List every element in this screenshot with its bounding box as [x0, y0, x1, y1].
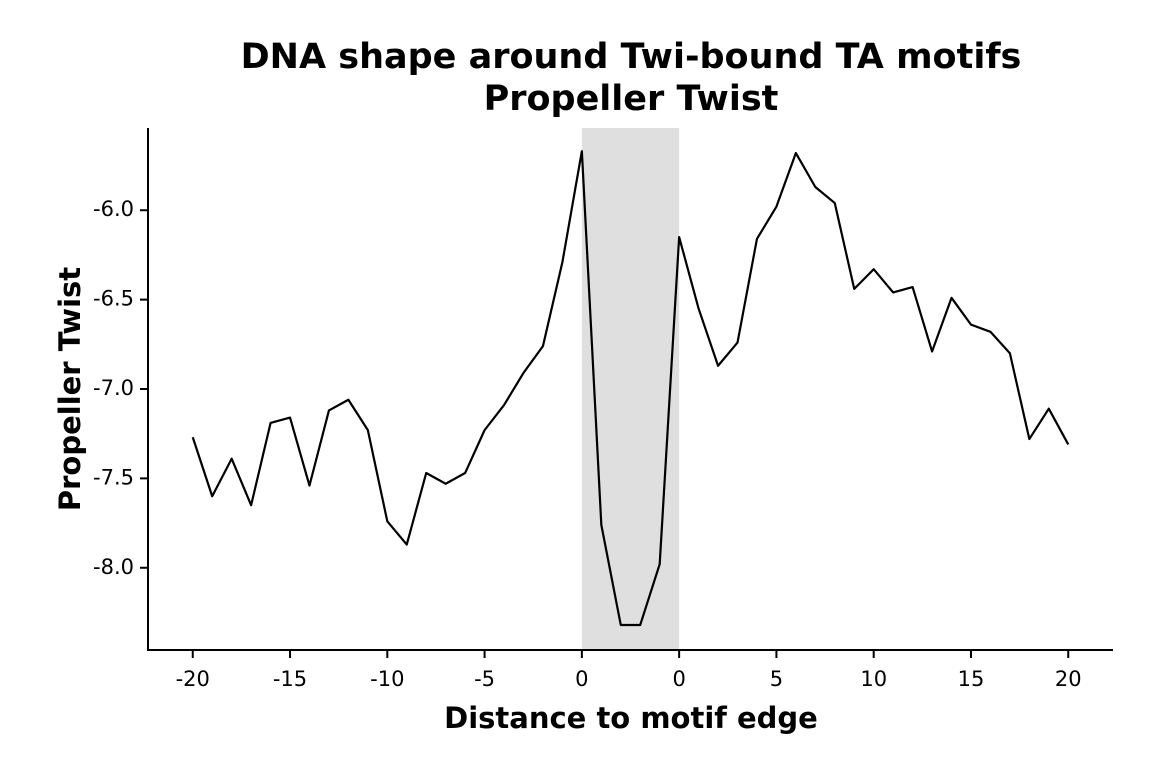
- x-axis-label: Distance to motif edge: [444, 701, 818, 735]
- x-tick-label: -15: [273, 667, 307, 691]
- y-tick-label: -8.0: [93, 555, 134, 579]
- chart-title: Propeller Twist: [484, 79, 779, 119]
- x-tick-label: -10: [370, 667, 404, 691]
- x-tick-label: 10: [860, 667, 887, 691]
- chart-title: DNA shape around Twi-bound TA motifs: [241, 37, 1022, 77]
- y-tick-label: -6.5: [93, 287, 134, 311]
- y-axis-label: Propeller Twist: [53, 267, 87, 511]
- x-tick-label: 15: [958, 667, 985, 691]
- y-tick-label: -7.0: [93, 376, 134, 400]
- x-tick-label: -5: [474, 667, 495, 691]
- x-tick-label: 5: [770, 667, 783, 691]
- data-line: [191, 150, 1070, 627]
- x-tick-label: 0: [575, 667, 588, 691]
- y-tick-label: -6.0: [93, 197, 134, 221]
- motif-shade: [581, 128, 680, 650]
- x-tick-label: 0: [672, 667, 685, 691]
- x-tick-label: -20: [176, 667, 210, 691]
- y-tick-label: -7.5: [93, 465, 134, 489]
- x-tick-label: 20: [1055, 667, 1082, 691]
